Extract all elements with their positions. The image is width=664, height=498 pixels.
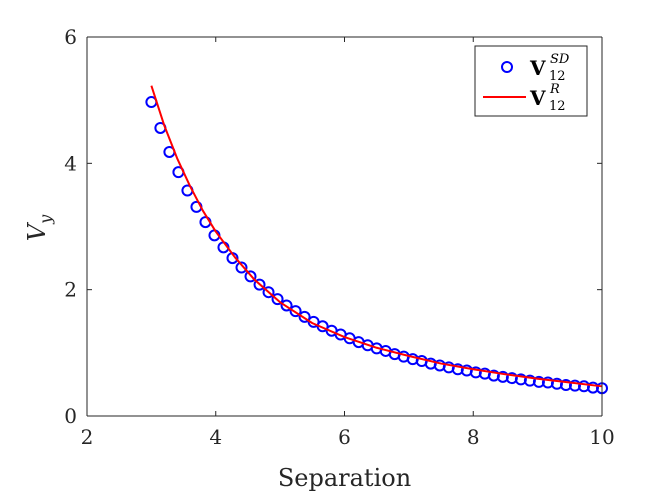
x-tick-label-3: 8 (467, 425, 480, 449)
legend-label-r-sub: 12 (549, 99, 566, 114)
legend-label-sd-main: V (529, 56, 546, 80)
data-point-sd-15 (280, 299, 293, 312)
data-point-sd-17 (298, 310, 311, 323)
legend-marker-sd (501, 61, 513, 73)
series-line-r (150, 85, 603, 388)
y-tick-label-3: 6 (64, 25, 77, 49)
svg-text:Vy: Vy (23, 214, 55, 241)
y-tick-label-0: 0 (64, 404, 77, 428)
data-point-sd-14 (271, 293, 284, 306)
legend-label-r-main: V (529, 86, 546, 110)
y-tick-label-2: 4 (64, 151, 77, 175)
y-axis-title-sub: y (36, 214, 55, 225)
legend-label-sd-sup: SD (550, 52, 570, 67)
legend-label-sd-sub: 12 (549, 69, 566, 84)
series-layer (145, 85, 608, 395)
data-point-sd-10 (235, 261, 248, 274)
x-tick-label-2: 6 (338, 425, 351, 449)
x-tick-label-0: 2 (81, 425, 94, 449)
y-tick-label-1: 2 (64, 278, 77, 302)
legend-box (474, 45, 588, 117)
legend-entry-sd: V SD 12 (501, 52, 570, 84)
x-tick-label-1: 4 (209, 425, 222, 449)
data-point-sd-16 (289, 305, 302, 318)
x-tick-label-4: 10 (589, 425, 614, 449)
y-axis-title: Vy (23, 214, 55, 241)
legend-entry-r: V R 12 (483, 82, 566, 114)
data-point-sd-11 (244, 270, 257, 283)
legend: V SD 12 V R 12 (474, 45, 588, 117)
y-axis-title-base: V (23, 221, 51, 241)
data-point-sd-13 (262, 286, 275, 299)
x-axis-title: Separation (278, 464, 411, 492)
legend-label-r-sup: R (549, 82, 560, 97)
data-point-sd-12 (253, 278, 266, 291)
